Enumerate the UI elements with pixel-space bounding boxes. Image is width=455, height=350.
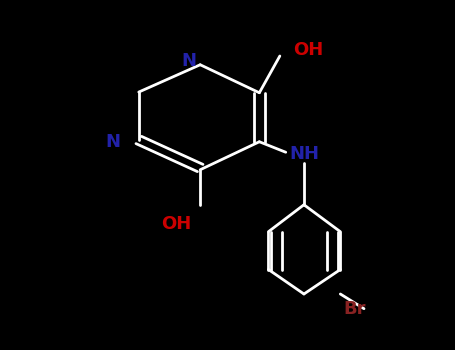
Text: OH: OH	[293, 41, 324, 59]
Text: NH: NH	[289, 145, 319, 163]
Text: OH: OH	[162, 215, 192, 233]
Text: Br: Br	[344, 300, 366, 318]
Text: N: N	[182, 52, 196, 70]
Text: N: N	[106, 133, 120, 151]
